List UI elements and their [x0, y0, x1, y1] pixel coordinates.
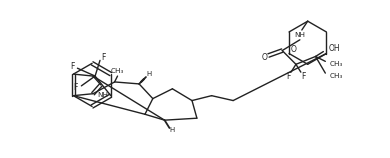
- Text: CH₃: CH₃: [329, 61, 343, 67]
- Text: CH₃: CH₃: [111, 68, 124, 74]
- Text: F: F: [286, 72, 290, 81]
- Text: O: O: [291, 45, 297, 54]
- Text: F: F: [301, 72, 306, 81]
- Text: CH₃: CH₃: [329, 73, 343, 79]
- Text: O: O: [262, 53, 268, 62]
- Text: F: F: [70, 62, 75, 71]
- Text: NH: NH: [294, 32, 305, 38]
- Text: H: H: [170, 127, 175, 133]
- Text: OH: OH: [328, 44, 340, 53]
- Text: NH: NH: [98, 92, 108, 98]
- Text: F: F: [102, 53, 106, 62]
- Text: F: F: [73, 83, 78, 92]
- Text: H: H: [146, 71, 151, 77]
